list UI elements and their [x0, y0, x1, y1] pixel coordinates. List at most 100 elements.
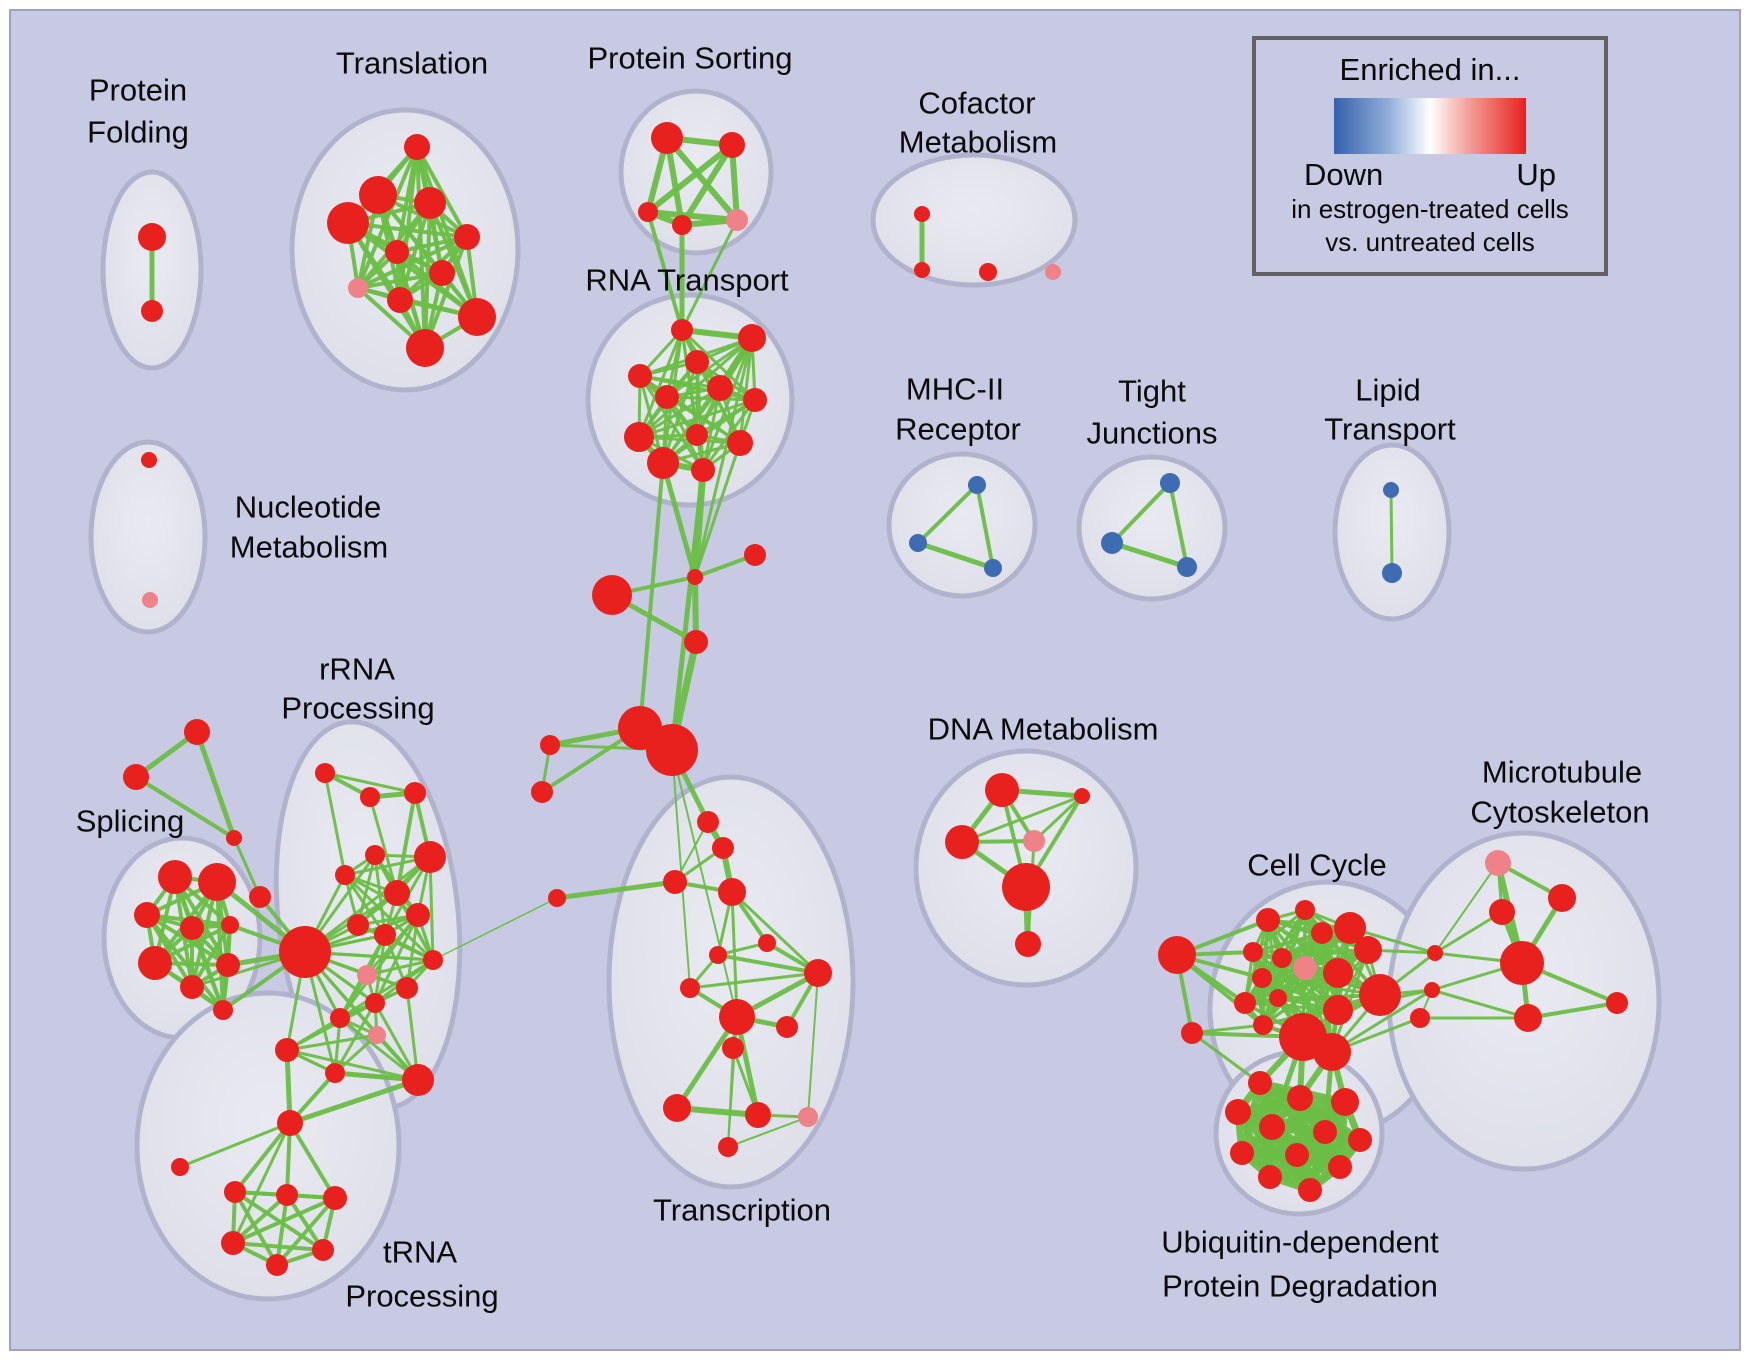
- edge: [432, 897, 558, 961]
- node-q8: [680, 978, 700, 998]
- edge: [646, 210, 684, 332]
- cluster-label-cofactor-metabolism-1: Cofactor: [918, 86, 1035, 121]
- node-s4: [672, 215, 692, 235]
- node-mc6: [1606, 992, 1628, 1014]
- cluster-label-protein-folding-2: Folding: [87, 115, 189, 150]
- edge: [365, 958, 435, 977]
- edge: [303, 855, 432, 954]
- node-a14: [423, 950, 443, 970]
- cluster-label-dna-metabolism: DNA Metabolism: [928, 712, 1159, 747]
- legend-subtitle-line2: vs. untreated cells: [1325, 227, 1535, 257]
- edge: [285, 1048, 420, 1082]
- edge: [727, 1116, 809, 1148]
- node-cc1: [1158, 936, 1196, 974]
- edge: [395, 791, 417, 895]
- node-u8: [1230, 1141, 1254, 1165]
- edge: [1389, 488, 1394, 575]
- edge: [1434, 862, 1499, 954]
- edge: [1251, 908, 1307, 954]
- node-b4: [221, 1231, 245, 1255]
- cluster-ellipse-cofactor-metabolism: [870, 152, 1078, 288]
- edge: [194, 729, 237, 841]
- cluster-label-protein-folding-1: Protein: [89, 73, 187, 108]
- node-a11: [374, 924, 396, 946]
- node-n1: [141, 452, 157, 468]
- cluster-label-mhc-ii-receptor-1: MHC-II: [906, 372, 1004, 407]
- edge: [356, 271, 444, 290]
- edge: [661, 398, 757, 465]
- edge: [638, 374, 757, 402]
- cluster-label-rna-transport: RNA Transport: [585, 263, 789, 298]
- cluster-label-ubiquitin-degradation-1: Ubiquitin-dependent: [1161, 1225, 1439, 1260]
- edge: [1109, 540, 1190, 570]
- node-s3: [638, 202, 658, 222]
- node-cc5: [1334, 912, 1366, 944]
- cluster-label-transcription: Transcription: [653, 1193, 831, 1228]
- node-s1: [651, 122, 683, 154]
- node-a19: [325, 1063, 345, 1083]
- node-q12: [722, 1037, 744, 1059]
- node-cc10: [1323, 958, 1353, 988]
- node-a18: [275, 1038, 299, 1062]
- node-r9: [686, 424, 708, 446]
- node-t11: [406, 329, 444, 367]
- node-mc4: [1500, 941, 1544, 985]
- cluster-label-nucleotide-metabolism-1: Nucleotide: [235, 490, 381, 525]
- node-t10: [458, 298, 496, 336]
- edge: [368, 795, 399, 895]
- node-r6: [655, 385, 679, 409]
- node-h2: [646, 724, 698, 776]
- node-a8: [414, 841, 446, 873]
- node-b2: [276, 1184, 298, 1206]
- node-a17: [368, 1026, 386, 1044]
- cluster-label-rrna-processing-1: rRNA: [319, 652, 395, 687]
- node-cc2: [1181, 1022, 1203, 1044]
- cluster-label-cofactor-metabolism-2: Metabolism: [899, 125, 1058, 160]
- node-q16: [718, 1137, 738, 1157]
- cluster-ellipse-nucleotide-metabolism: [88, 439, 208, 635]
- node-s2: [719, 132, 745, 158]
- node-t5: [385, 240, 409, 264]
- node-t6: [454, 224, 480, 250]
- node-sp1: [158, 860, 192, 894]
- node-r2: [738, 324, 766, 352]
- node-cc14: [1234, 992, 1256, 1014]
- node-a15: [365, 993, 385, 1013]
- edge: [1430, 988, 1530, 1020]
- edge: [665, 395, 757, 402]
- edge: [915, 540, 996, 571]
- edge: [716, 953, 820, 975]
- node-ti: [171, 1158, 189, 1176]
- node-n2: [142, 592, 158, 608]
- node-s5: [726, 209, 748, 231]
- node-q15: [798, 1107, 818, 1127]
- node-m1: [968, 476, 986, 494]
- node-cc17: [1323, 995, 1353, 1025]
- edge: [916, 483, 979, 545]
- cluster-label-lipid-transport-2: Transport: [1324, 412, 1456, 447]
- edge: [671, 749, 691, 989]
- edge: [275, 1196, 337, 1267]
- edge: [338, 1016, 420, 1082]
- edge: [323, 771, 417, 795]
- cluster-label-rrna-processing-2: Processing: [281, 691, 434, 726]
- edge: [1243, 1001, 1340, 1012]
- node-k1: [540, 735, 560, 755]
- edge: [231, 1121, 292, 1245]
- edge: [637, 328, 684, 439]
- node-mj1: [1427, 945, 1443, 961]
- cluster-label-splicing: Splicing: [76, 804, 185, 839]
- node-q6: [709, 946, 727, 964]
- edge: [287, 1077, 421, 1126]
- node-cc11: [1354, 936, 1382, 964]
- node-a2: [315, 763, 335, 783]
- edge: [1251, 931, 1324, 954]
- edge: [960, 794, 1084, 844]
- cluster-ellipse-mhc-ii-receptor: [886, 451, 1038, 599]
- node-t7: [429, 260, 455, 286]
- cluster-label-trna-processing-2: Processing: [345, 1279, 498, 1314]
- node-mc5: [1514, 1004, 1542, 1032]
- node-q2: [712, 837, 734, 859]
- edge: [428, 201, 479, 319]
- cluster-label-microtubule-cytoskeleton-2: Cytoskeleton: [1470, 795, 1649, 830]
